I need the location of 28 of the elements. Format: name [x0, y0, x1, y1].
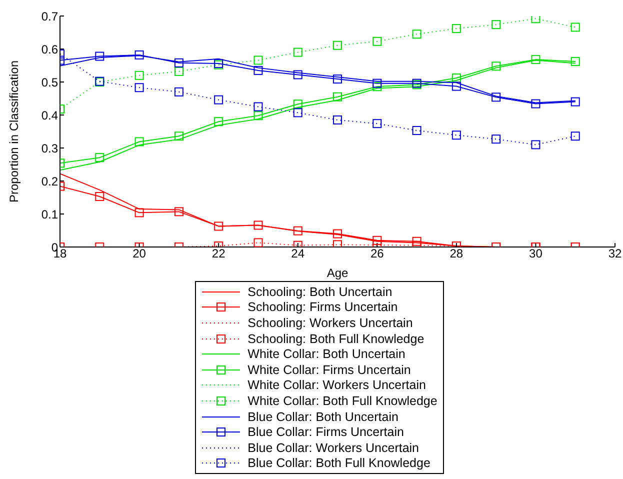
legend-label: Blue Collar: Both Uncertain [248, 410, 398, 424]
y-tick-label: 0.2 [41, 174, 58, 188]
x-tick-label: 26 [370, 246, 384, 261]
legend-label: Blue Collar: Workers Uncertain [248, 440, 420, 455]
y-tick-label: 0.1 [41, 207, 58, 222]
x-tick-label: 30 [529, 246, 543, 261]
x-tick-label: 20 [132, 246, 146, 261]
legend-label: Schooling: Both Full Knowledge [248, 332, 424, 346]
legend-label: White Collar: Both Uncertain [248, 347, 406, 362]
y-axis-title: Proportion in Classification [7, 60, 21, 203]
x-tick-label: 24 [291, 246, 305, 261]
legend-label: Schooling: Both Uncertain [248, 284, 392, 299]
y-tick-label: 0.6 [41, 42, 58, 56]
legend-label: Schooling: Workers Uncertain [248, 316, 413, 330]
y-tick-label: 0.5 [41, 75, 58, 90]
x-tick-label: 22 [212, 246, 226, 261]
legend-label: Blue Collar: Firms Uncertain [248, 425, 404, 440]
legend-label: White Collar: Firms Uncertain [248, 362, 411, 377]
y-tick-label: 0.7 [41, 9, 58, 24]
legend-label: White Collar: Both Full Knowledge [248, 394, 438, 408]
x-axis-title: Age [326, 266, 348, 280]
legend-label: Blue Collar: Both Full Knowledge [248, 456, 430, 470]
x-tick-label: 28 [450, 246, 464, 261]
y-tick-label: 0.3 [41, 141, 58, 156]
legend-label: Schooling: Firms Uncertain [248, 300, 398, 314]
y-tick-label: 0.4 [41, 108, 58, 122]
x-tick-label: 32 [608, 246, 622, 261]
legend-label: White Collar: Workers Uncertain [248, 378, 426, 392]
